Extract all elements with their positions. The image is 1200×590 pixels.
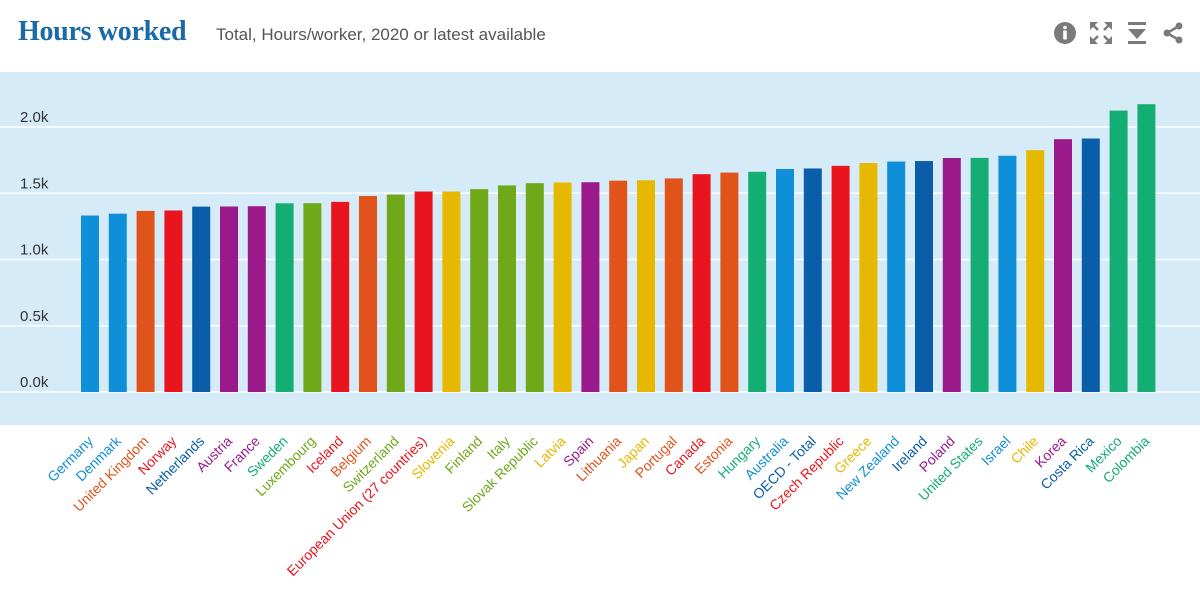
bar[interactable]	[1081, 138, 1100, 392]
bar[interactable]	[803, 168, 822, 392]
bar[interactable]	[915, 161, 933, 392]
bar[interactable]	[220, 206, 238, 393]
y-tick-label: 2.0k	[20, 109, 49, 126]
bar[interactable]	[247, 206, 266, 392]
bar[interactable]	[942, 158, 961, 392]
bar[interactable]	[637, 180, 655, 392]
bar[interactable]	[859, 163, 878, 392]
bar[interactable]	[581, 182, 600, 392]
bar[interactable]	[609, 180, 628, 392]
bar[interactable]	[81, 215, 99, 392]
x-tick-label: Israel	[978, 433, 1014, 469]
bar[interactable]	[831, 165, 850, 392]
bar[interactable]	[275, 203, 294, 392]
bar[interactable]	[887, 161, 906, 392]
bar[interactable]	[108, 213, 127, 392]
bar[interactable]	[970, 157, 989, 392]
bar[interactable]	[164, 210, 183, 392]
bar[interactable]	[748, 171, 767, 392]
bar[interactable]	[664, 178, 683, 392]
bar[interactable]	[442, 191, 461, 392]
bar[interactable]	[1109, 110, 1128, 392]
chart-title: Hours worked	[18, 16, 187, 47]
bar[interactable]	[692, 174, 711, 392]
bar[interactable]	[331, 201, 350, 392]
y-tick-label: 1.5k	[20, 175, 49, 192]
x-tick-label: Latvia	[531, 433, 569, 471]
bar[interactable]	[303, 203, 322, 392]
bar[interactable]	[998, 155, 1017, 392]
chart-toolbar	[1052, 20, 1186, 46]
y-tick-label: 0.5k	[20, 308, 49, 325]
bar[interactable]	[776, 169, 794, 392]
bar[interactable]	[1054, 139, 1072, 392]
bar[interactable]	[192, 206, 211, 392]
fullscreen-icon[interactable]	[1088, 20, 1114, 46]
bar[interactable]	[553, 182, 572, 392]
bar[interactable]	[470, 189, 489, 392]
bar[interactable]	[1137, 104, 1156, 393]
bar[interactable]	[386, 194, 405, 392]
y-tick-label: 0.0k	[20, 374, 49, 391]
chart-header: Hours worked Total, Hours/worker, 2020 o…	[0, 0, 1200, 72]
bar[interactable]	[136, 210, 155, 392]
bar[interactable]	[1026, 150, 1045, 392]
bar[interactable]	[414, 191, 433, 392]
info-icon[interactable]	[1052, 20, 1078, 46]
y-axis-ticks: 0.0k 0.5k 1.0k 1.5k 2.0k	[20, 109, 49, 391]
bar[interactable]	[359, 196, 377, 392]
bar[interactable]	[498, 185, 516, 392]
bar[interactable]	[525, 183, 544, 392]
bar[interactable]	[720, 172, 739, 392]
y-tick-label: 1.0k	[20, 242, 49, 259]
download-icon[interactable]	[1124, 20, 1150, 46]
share-icon[interactable]	[1160, 20, 1186, 46]
chart-subtitle: Total, Hours/worker, 2020 or latest avai…	[216, 25, 546, 44]
bars	[81, 104, 1156, 393]
